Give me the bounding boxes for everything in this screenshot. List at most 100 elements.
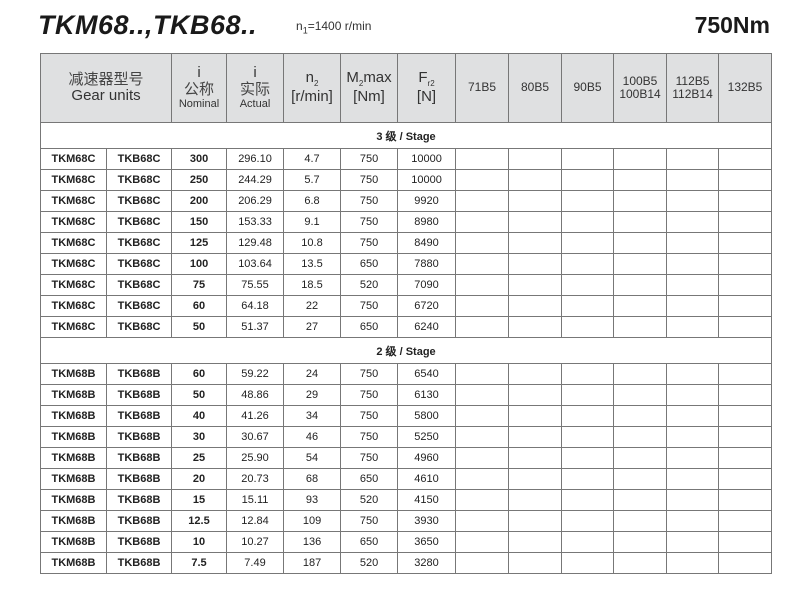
output-speed: 22: [283, 295, 342, 317]
model-tkb: TKB68C: [105, 211, 173, 233]
motor-cell: [718, 232, 773, 254]
motor-cell: [613, 190, 668, 212]
model-tkm: TKM68C: [40, 316, 107, 338]
motor-cell: [666, 295, 720, 317]
model-tkb: TKB68C: [105, 295, 173, 317]
rated-torque: 750Nm: [694, 12, 770, 38]
max-torque: 520: [340, 489, 399, 511]
motor-cell: [455, 531, 510, 553]
gear-units-cn: 减速器型号: [68, 70, 144, 88]
motor-cell: [718, 531, 773, 553]
radial-load: 6720: [397, 295, 457, 317]
col-100b5: 100B5 100B14: [613, 53, 668, 123]
model-tkb: TKB68B: [105, 552, 173, 574]
gear-units-en: Gear units: [71, 87, 141, 104]
motor-cell: [666, 405, 720, 427]
stage-label: 3 级 / Stage: [39, 122, 773, 149]
motor-cell: [613, 274, 668, 296]
ratio-actual: 103.64: [226, 253, 285, 275]
col-80b5: 80B5: [508, 53, 563, 123]
max-torque: 750: [340, 426, 399, 448]
output-speed: 29: [283, 384, 342, 406]
n2-sub: 2: [313, 79, 319, 89]
col-71b5: 71B5: [455, 53, 510, 123]
motor-cell: [613, 295, 668, 317]
model-tkb: TKB68B: [105, 489, 173, 511]
ratio-nominal: 15: [171, 489, 228, 511]
motor-cell: [666, 489, 720, 511]
table-row: TKM68C TKB68C 150 153.33 9.1 750 8980: [40, 211, 773, 233]
table-row: TKM68B TKB68B 50 48.86 29 750 6130: [40, 384, 773, 406]
motor-cell: [508, 531, 563, 553]
model-tkb: TKB68B: [105, 405, 173, 427]
motor-cell: [613, 169, 668, 191]
col-fr2: Fr2 [N]: [397, 53, 457, 123]
motor-cell: [613, 531, 668, 553]
motor-100b5: 100B5: [622, 73, 658, 88]
radial-load: 7880: [397, 253, 457, 275]
i-symbol: i: [253, 64, 257, 82]
radial-load: 4150: [397, 489, 457, 511]
model-tkb: TKB68B: [105, 468, 173, 490]
motor-cell: [561, 190, 615, 212]
stage-label: 2 级 / Stage: [39, 337, 773, 364]
motor-cell: [455, 489, 510, 511]
motor-cell: [718, 510, 773, 532]
table-row: TKM68B TKB68B 40 41.26 34 750 5800: [40, 405, 773, 427]
motor-cell: [666, 447, 720, 469]
motor-cell: [561, 384, 615, 406]
model-tkm: TKM68C: [40, 190, 107, 212]
col-nominal: i 公称 Nominal: [171, 53, 228, 123]
motor-cell: [561, 316, 615, 338]
motor-cell: [666, 316, 720, 338]
col-112b5: 112B5 112B14: [666, 53, 720, 123]
motor-cell: [508, 447, 563, 469]
model-tkb: TKB68C: [105, 232, 173, 254]
motor-cell: [508, 274, 563, 296]
model-tkm: TKM68B: [40, 468, 107, 490]
max-torque: 750: [340, 295, 399, 317]
model-tkm: TKM68B: [40, 552, 107, 574]
ratio-actual: 64.18: [226, 295, 285, 317]
ratio-nominal: 150: [171, 211, 228, 233]
max-torque: 650: [340, 316, 399, 338]
model-tkb: TKB68C: [105, 169, 173, 191]
motor-cell: [561, 363, 615, 385]
gear-units-table: 减速器型号 Gear units i 公称 Nominal i 实际 Actual n2[…: [39, 53, 773, 574]
stage-row: 2 级 / Stage: [39, 337, 773, 364]
max-torque: 750: [340, 384, 399, 406]
model-tkm: TKM68B: [40, 510, 107, 532]
fr2-symbol: F: [418, 69, 428, 87]
motor-cell: [455, 211, 510, 233]
max-torque: 750: [340, 405, 399, 427]
motor-cell: [561, 405, 615, 427]
col-132b5: 132B5: [718, 53, 773, 123]
motor-cell: [561, 295, 615, 317]
output-speed: 18.5: [283, 274, 342, 296]
ratio-nominal: 300: [171, 148, 228, 170]
output-speed: 24: [283, 363, 342, 385]
table-row: TKM68B TKB68B 60 59.22 24 750 6540: [40, 363, 773, 385]
motor-cell: [508, 169, 563, 191]
output-speed: 68: [283, 468, 342, 490]
max-torque: 750: [340, 169, 399, 191]
radial-load: 4610: [397, 468, 457, 490]
motor-cell: [508, 384, 563, 406]
ratio-nominal: 25: [171, 447, 228, 469]
output-speed: 46: [283, 426, 342, 448]
motor-cell: [561, 468, 615, 490]
motor-cell: [718, 363, 773, 385]
motor-cell: [561, 531, 615, 553]
max-torque: 520: [340, 552, 399, 574]
motor-cell: [561, 169, 615, 191]
ratio-actual: 75.55: [226, 274, 285, 296]
motor-cell: [613, 148, 668, 170]
table-row: TKM68B TKB68B 30 30.67 46 750 5250: [40, 426, 773, 448]
motor-cell: [613, 253, 668, 275]
radial-load: 4960: [397, 447, 457, 469]
radial-load: 3280: [397, 552, 457, 574]
ratio-actual: 153.33: [226, 211, 285, 233]
motor-cell: [455, 552, 510, 574]
table-row: TKM68B TKB68B 10 10.27 136 650 3650: [40, 531, 773, 553]
motor-cell: [508, 148, 563, 170]
